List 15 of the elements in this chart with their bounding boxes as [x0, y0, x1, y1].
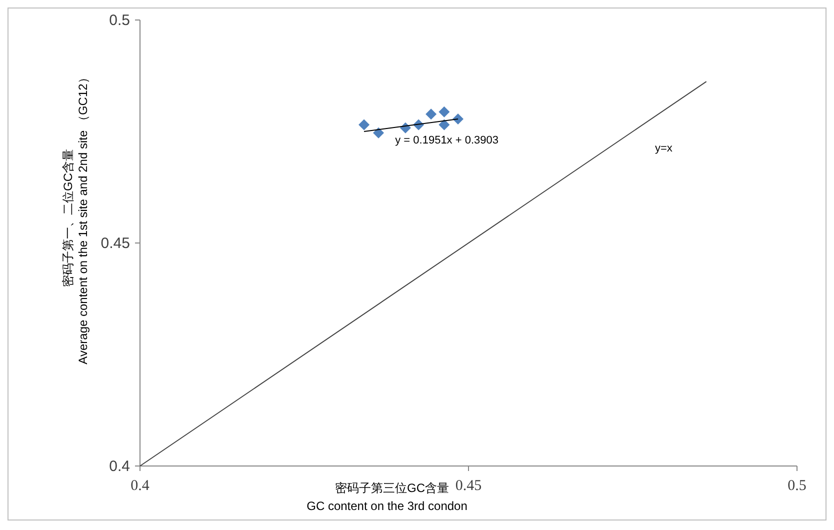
y-tick-label: 0.5	[109, 12, 130, 29]
y-axis-title: 密码子第一、二位GC含量 Average content on the 1st site and 2nd site （GC12）	[61, 72, 90, 364]
x-tick-label: 0.4	[130, 478, 150, 494]
point	[452, 114, 464, 125]
y-tick-label: 0.45	[100, 235, 130, 252]
x-tick-label: 0.45	[455, 478, 482, 494]
point	[372, 127, 384, 138]
annotation: y=x	[654, 142, 673, 155]
x-tick-label: 0.5	[788, 478, 806, 494]
y-tick-label: 0.4	[109, 458, 130, 475]
point	[438, 119, 450, 130]
point	[358, 119, 370, 130]
point	[438, 106, 450, 118]
point	[426, 108, 437, 120]
annotation: y = 0.1951x + 0.3903	[395, 134, 499, 146]
